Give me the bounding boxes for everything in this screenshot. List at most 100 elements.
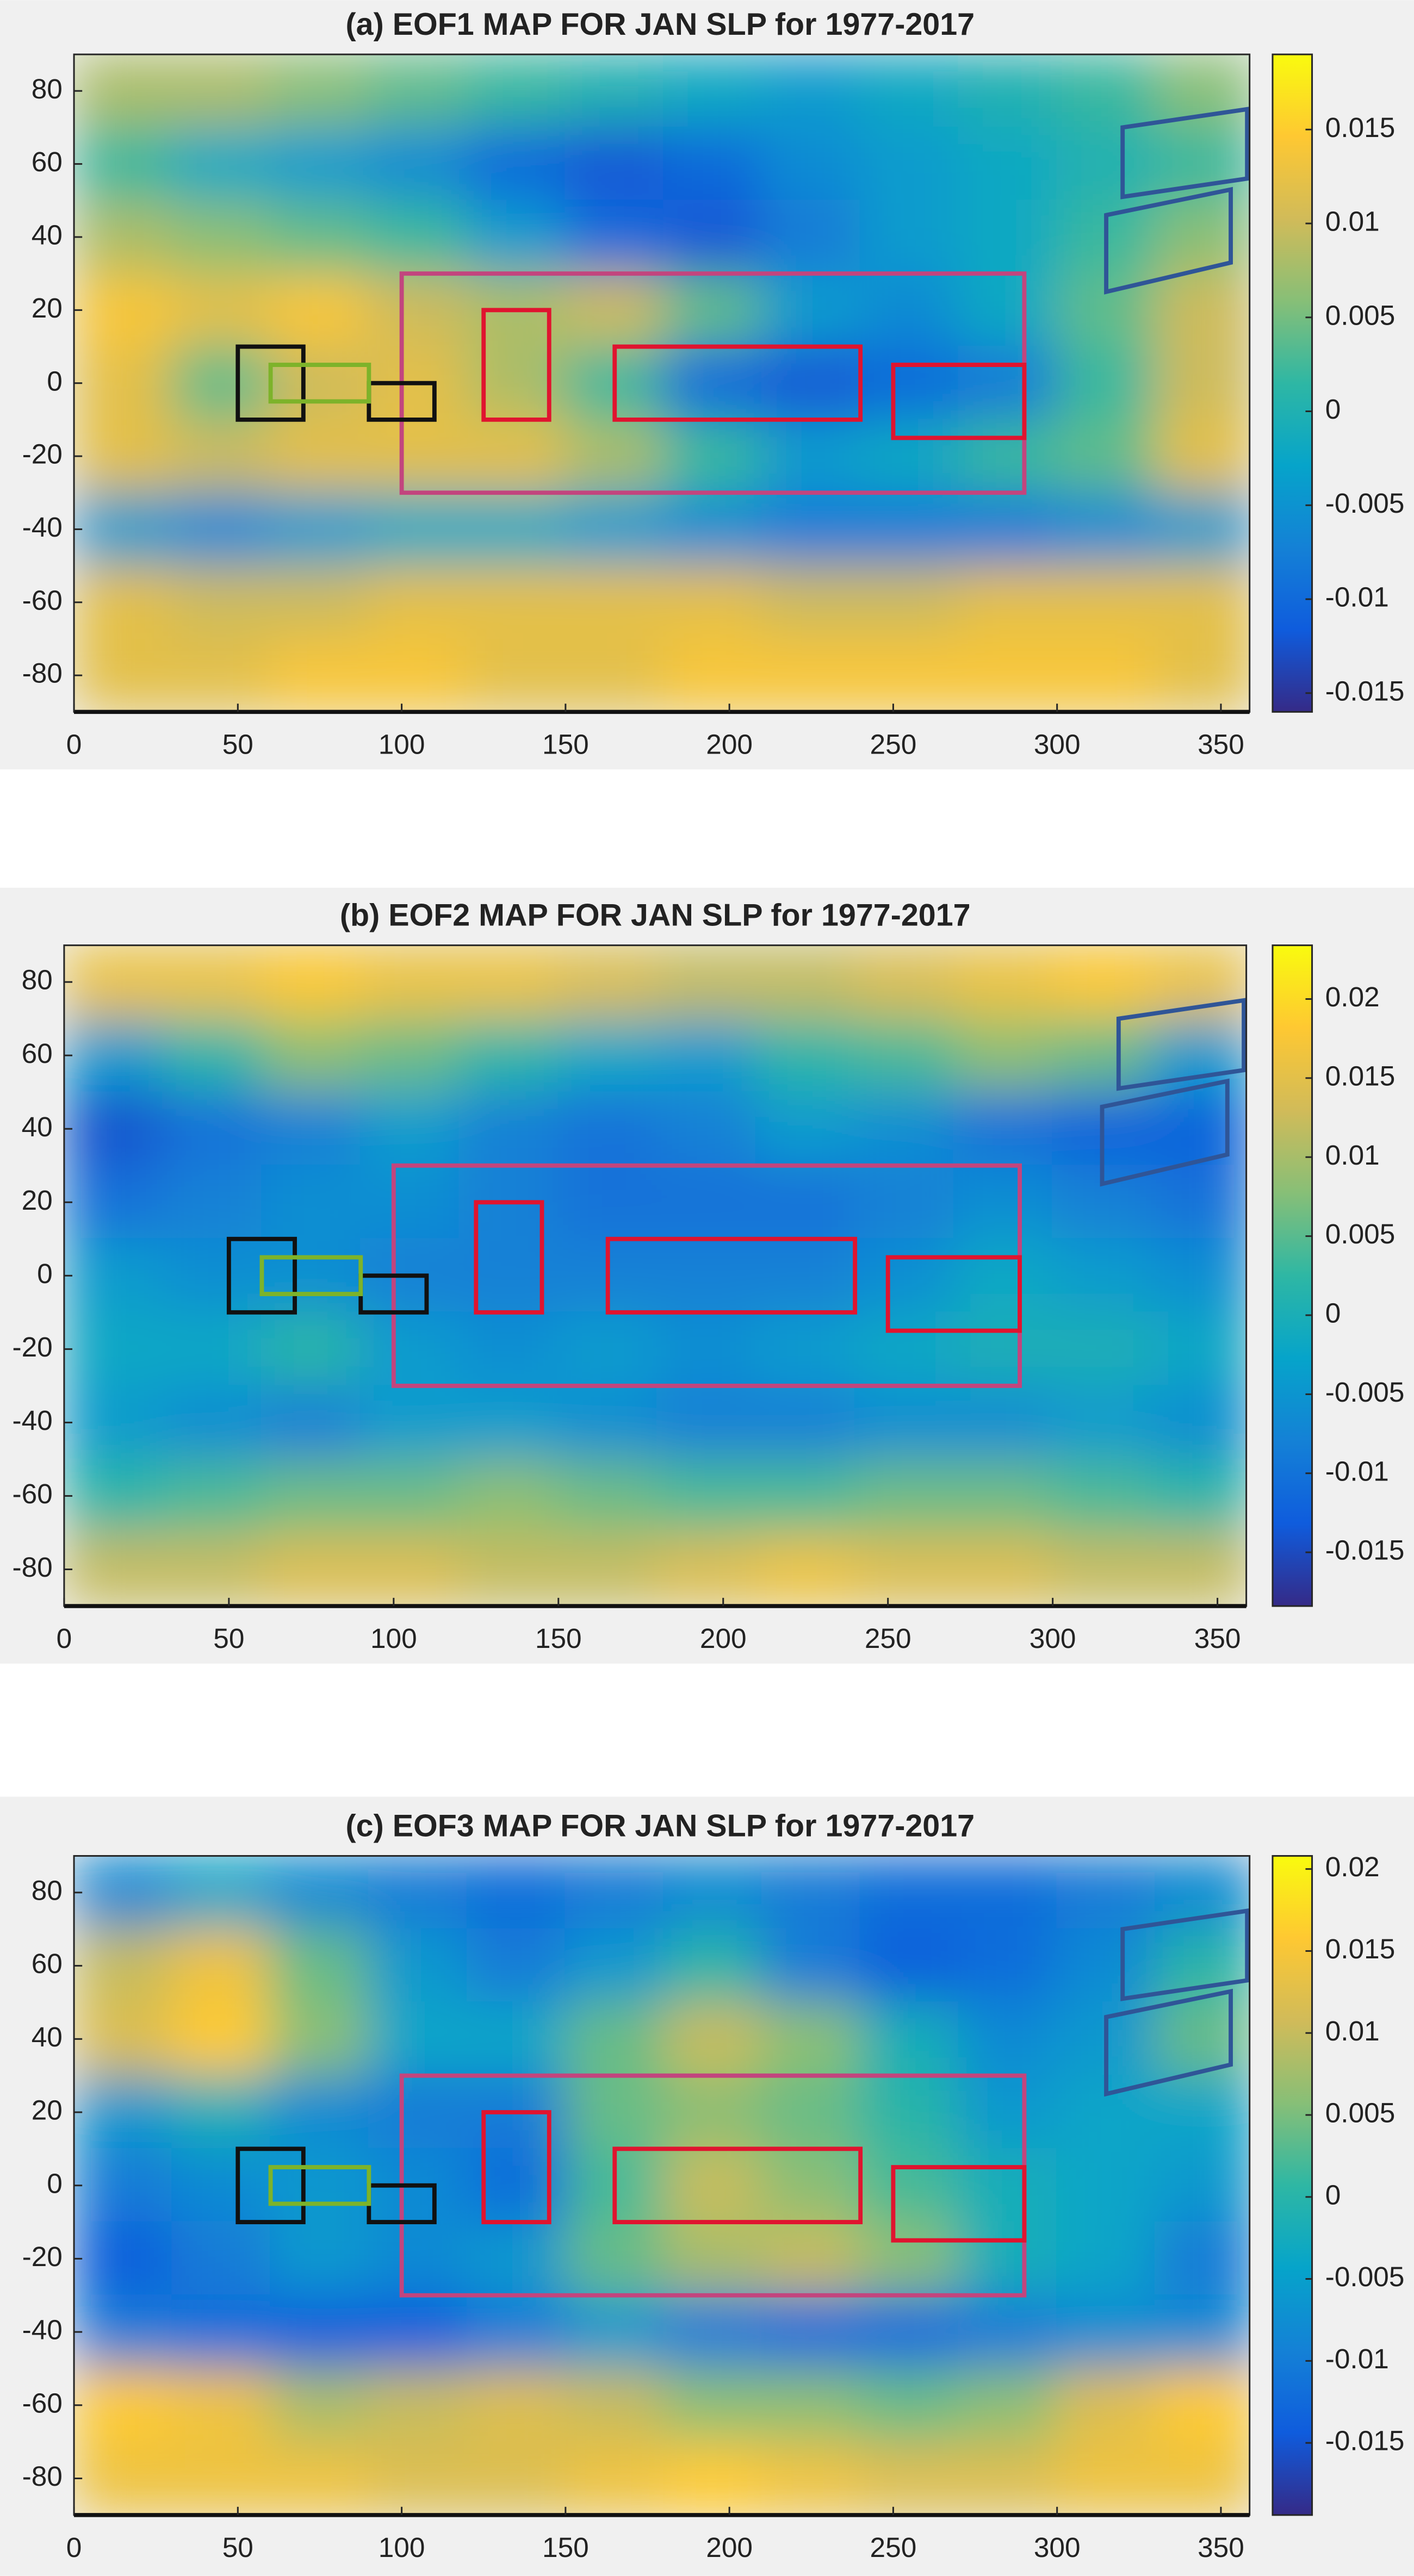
field-cell — [557, 945, 659, 1020]
field-cell — [755, 1311, 856, 1387]
field-cell — [1154, 346, 1250, 421]
field-cell — [162, 1238, 263, 1314]
field-cell — [761, 126, 861, 202]
colorbar-tick-label: 0.005 — [1325, 2097, 1396, 2129]
field-cell — [74, 1856, 173, 1930]
y-tick-label: 0 — [37, 1258, 53, 1289]
region-box — [235, 2146, 306, 2224]
colorbar-tick-label: 0.01 — [1325, 1139, 1380, 1171]
field-cell — [557, 1018, 659, 1093]
region-box — [358, 1273, 429, 1315]
field-cell — [761, 2221, 861, 2297]
region-box — [481, 2110, 551, 2224]
colorbar-tick-label: -0.01 — [1325, 2343, 1389, 2374]
field-cell — [958, 491, 1058, 567]
field-cell — [859, 419, 960, 494]
field-cell — [854, 1091, 955, 1167]
x-tick-label: 50 — [222, 728, 253, 760]
field-cell — [859, 565, 960, 640]
field-cell — [1056, 126, 1156, 202]
field-cell — [458, 1091, 560, 1167]
field-cell — [270, 638, 370, 712]
field-cell — [663, 126, 763, 202]
x-tick-label: 0 — [66, 2531, 82, 2563]
field-cell — [368, 2294, 468, 2369]
colorbar-tick-label: 0.015 — [1325, 111, 1396, 143]
field-cell — [859, 1928, 960, 2003]
colorbar-tick-label: 0.02 — [1325, 1851, 1380, 1882]
field-cell — [368, 200, 468, 275]
field-cell — [953, 945, 1054, 1020]
field-cell — [171, 1928, 272, 2003]
field-cell — [171, 638, 272, 712]
field-cell — [1056, 54, 1156, 128]
field-cell — [368, 54, 468, 128]
y-tick-label: 80 — [32, 73, 63, 104]
field-cell — [368, 419, 468, 494]
chart-title: (a) EOF1 MAP FOR JAN SLP for 1977-2017 — [346, 7, 975, 42]
field-cell — [162, 1311, 263, 1387]
field-cell — [74, 1928, 173, 2003]
field-cell — [171, 2441, 272, 2515]
field-cell — [466, 1928, 567, 2003]
x-tick-label: 350 — [1198, 2531, 1244, 2563]
x-tick-label: 0 — [66, 728, 82, 760]
region-box — [1100, 1078, 1230, 1187]
field-cell — [359, 1532, 461, 1606]
colorbar — [1272, 1855, 1313, 2516]
field-cell — [162, 1458, 263, 1534]
field-cell — [1056, 346, 1156, 421]
field-cell — [755, 1385, 856, 1460]
field-cell — [958, 2367, 1058, 2443]
field-cell — [761, 2294, 861, 2369]
y-tick-label: -20 — [22, 438, 63, 470]
field-cell — [859, 126, 960, 202]
field-cell — [1056, 565, 1156, 640]
field-cell — [958, 346, 1058, 421]
field-cell — [859, 2001, 960, 2077]
field-cell — [64, 1385, 164, 1460]
field-cell — [74, 54, 173, 128]
field-cell — [761, 419, 861, 494]
field-cell — [270, 346, 370, 421]
y-tick-label: 40 — [32, 219, 63, 251]
region-box — [885, 1255, 1022, 1333]
y-tick-label: -80 — [22, 657, 63, 689]
region-box — [235, 344, 306, 422]
field-cell — [663, 1856, 763, 1930]
field-cell — [953, 1018, 1054, 1093]
field-cell — [565, 638, 665, 712]
x-tick-label: 250 — [870, 2531, 917, 2563]
field-cell — [368, 565, 468, 640]
field-cell — [466, 638, 567, 712]
chart-title: (b) EOF2 MAP FOR JAN SLP for 1977-2017 — [340, 898, 971, 932]
field-cell — [565, 272, 665, 348]
y-tick-label: 0 — [47, 2167, 63, 2199]
field-cell — [854, 945, 955, 1020]
region-box — [1116, 998, 1246, 1091]
y-tick-label: 60 — [22, 1037, 53, 1069]
field-cell — [1056, 2294, 1156, 2369]
field-cell — [466, 200, 567, 275]
field-cell — [1056, 2441, 1156, 2515]
field-cell — [859, 2294, 960, 2369]
x-tick-label: 150 — [542, 2531, 589, 2563]
field-cell — [368, 2367, 468, 2443]
colorbar-tick-label: -0.015 — [1325, 2425, 1405, 2456]
field-cell — [458, 1458, 560, 1534]
field-cell — [74, 346, 173, 421]
x-tick-label: 200 — [700, 1622, 747, 1654]
field-cell — [162, 1091, 263, 1167]
field-cell — [663, 2294, 763, 2369]
colorbar-tick-label: -0.01 — [1325, 1455, 1389, 1486]
field-cell — [270, 2441, 370, 2515]
field-cell — [953, 1458, 1054, 1534]
region-box — [474, 1200, 544, 1315]
x-tick-label: 100 — [379, 2531, 425, 2563]
field-cell — [466, 2294, 567, 2369]
field-cell — [261, 1311, 362, 1387]
colorbar-tick-label: 0.015 — [1325, 1933, 1396, 1964]
y-tick-label: 20 — [22, 1184, 53, 1216]
field-cell — [162, 1018, 263, 1093]
field-cell — [74, 2001, 173, 2077]
